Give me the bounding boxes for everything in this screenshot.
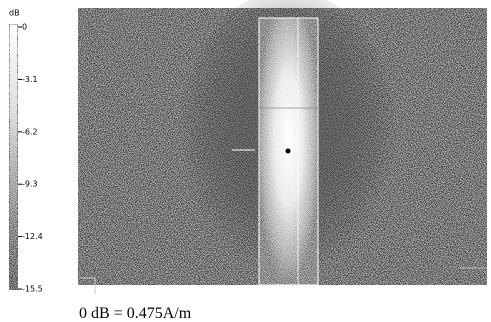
colorbar-tick-label: 0 (22, 23, 27, 32)
colorbar-tick-label: -3.1 (22, 75, 38, 84)
colorbar-tick-label: -12.4 (22, 232, 43, 241)
colorbar-tick-label: -6.2 (22, 127, 38, 136)
caption: 0 dB = 0.475A/m (79, 305, 192, 322)
field-map (78, 0, 487, 294)
colorbar-tick-label: -15.5 (22, 285, 43, 294)
colorbar-tick-label: -9.3 (22, 180, 38, 189)
colorbar (8, 23, 19, 291)
colorbar-ticks: 0 -3.1 -6.2 -9.3 -12.4 -15.5 (18, 23, 43, 294)
colorbar-unit: dB (9, 9, 20, 18)
